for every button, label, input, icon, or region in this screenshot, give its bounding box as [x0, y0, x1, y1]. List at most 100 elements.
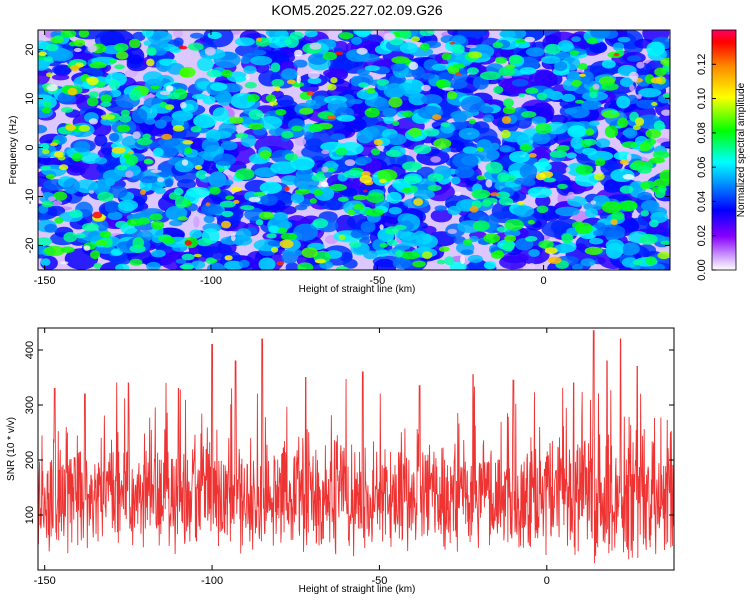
snr-x-tick-label: -50	[371, 575, 387, 587]
heatmap-cell	[588, 237, 604, 245]
heatmap-cell	[595, 138, 611, 148]
heatmap-cell	[281, 68, 298, 80]
heatmap-cell	[285, 262, 299, 270]
heatmap-cell	[639, 142, 651, 152]
heatmap-cell	[179, 66, 196, 78]
heatmap-cell	[246, 94, 260, 102]
heatmap-cell	[653, 178, 670, 188]
heatmap-cell	[619, 185, 634, 194]
heatmap-cell	[613, 53, 620, 57]
heatmap-cell	[392, 120, 400, 127]
heatmap-y-tick-label: 0	[24, 144, 36, 150]
heatmap-cell	[142, 133, 152, 140]
heatmap-cell	[74, 179, 98, 194]
heatmap-cell	[280, 46, 299, 54]
heatmap-cell	[347, 209, 356, 216]
heatmap-cell	[621, 141, 639, 149]
heatmap-cell	[193, 216, 200, 228]
heatmap-cell	[126, 47, 145, 65]
heatmap-cell	[497, 172, 509, 183]
heatmap-cell	[528, 263, 536, 270]
heatmap-cell	[42, 149, 50, 155]
heatmap-cell	[244, 207, 265, 221]
heatmap-cell	[575, 222, 593, 235]
heatmap-cell	[279, 239, 294, 249]
heatmap-cell	[570, 136, 584, 149]
heatmap-cell	[87, 96, 99, 107]
heatmap-cell	[111, 146, 126, 154]
heatmap-cell	[508, 54, 523, 65]
heatmap-y-tick-label: -10	[24, 189, 36, 205]
heatmap-cell	[408, 127, 422, 137]
heatmap-cell	[255, 219, 264, 226]
heatmap-cell	[617, 36, 631, 43]
heatmap-cell	[100, 101, 112, 107]
heatmap-cell	[612, 42, 625, 51]
heatmap-cell	[293, 223, 319, 241]
heatmap-cell	[75, 232, 86, 239]
heatmap-cell	[53, 65, 71, 77]
heatmap-cell	[209, 258, 218, 263]
colorbar-label: Normalized spectral amplitude	[736, 82, 747, 217]
snr-x-axis-title: Height of straight line (km)	[299, 584, 416, 595]
heatmap-cell	[441, 52, 452, 61]
heatmap-cell	[67, 51, 94, 62]
heatmap-cell	[623, 127, 638, 139]
heatmap-cell	[235, 132, 249, 139]
heatmap-cell	[617, 117, 629, 128]
heatmap-cell	[174, 159, 194, 173]
heatmap-cell	[499, 30, 516, 39]
heatmap-cell	[430, 156, 441, 163]
heatmap-cell	[485, 161, 503, 174]
heatmap-cell	[52, 200, 63, 206]
heatmap-cell	[519, 163, 538, 179]
heatmap-cell	[274, 86, 281, 92]
heatmap-cell	[353, 194, 368, 201]
heatmap-cell	[63, 232, 77, 243]
heatmap-cell	[220, 236, 240, 245]
heatmap-cell	[140, 189, 146, 195]
heatmap-cell	[451, 121, 468, 130]
heatmap-cell	[401, 235, 424, 247]
colorbar-tick-label: 0.06	[696, 156, 708, 177]
heatmap-cell	[146, 58, 155, 67]
heatmap-cell	[365, 208, 384, 217]
heatmap-cell	[38, 68, 50, 86]
heatmap-cell	[53, 35, 64, 40]
heatmap-cell	[114, 43, 129, 52]
heatmap-cell	[207, 31, 222, 40]
heatmap-cell	[493, 86, 504, 94]
heatmap-cell	[547, 256, 562, 264]
heatmap-cell	[504, 218, 524, 231]
heatmap-cell	[83, 245, 91, 251]
heatmap-cell	[575, 164, 593, 175]
heatmap-cell	[379, 242, 388, 248]
heatmap-cell	[366, 87, 376, 94]
heatmap-cell	[520, 30, 547, 40]
heatmap-cell	[313, 189, 324, 196]
heatmap-cell	[74, 39, 86, 47]
heatmap-cell	[278, 221, 293, 229]
heatmap-cell	[492, 41, 503, 49]
heatmap-cell	[496, 226, 508, 233]
heatmap-cell	[580, 258, 596, 267]
heatmap-cell	[162, 237, 176, 245]
heatmap-cell	[588, 120, 600, 126]
heatmap-cell	[225, 195, 235, 200]
heatmap-cell	[260, 194, 278, 206]
heatmap-cell	[226, 108, 235, 119]
heatmap-cell	[204, 47, 216, 56]
heatmap-cell	[321, 149, 330, 155]
snr-x-tick-label: -150	[34, 575, 56, 587]
heatmap-cell	[404, 89, 421, 98]
heatmap-cell	[385, 149, 401, 157]
heatmap-cell	[649, 219, 659, 228]
heatmap-cell	[359, 175, 373, 184]
heatmap-cell	[604, 125, 619, 138]
heatmap-cell	[544, 247, 558, 255]
heatmap-cell	[356, 47, 368, 55]
heatmap-cell	[512, 205, 535, 217]
heatmap-cell	[193, 113, 217, 129]
heatmap-cell	[86, 76, 99, 86]
heatmap-cell	[338, 234, 346, 241]
